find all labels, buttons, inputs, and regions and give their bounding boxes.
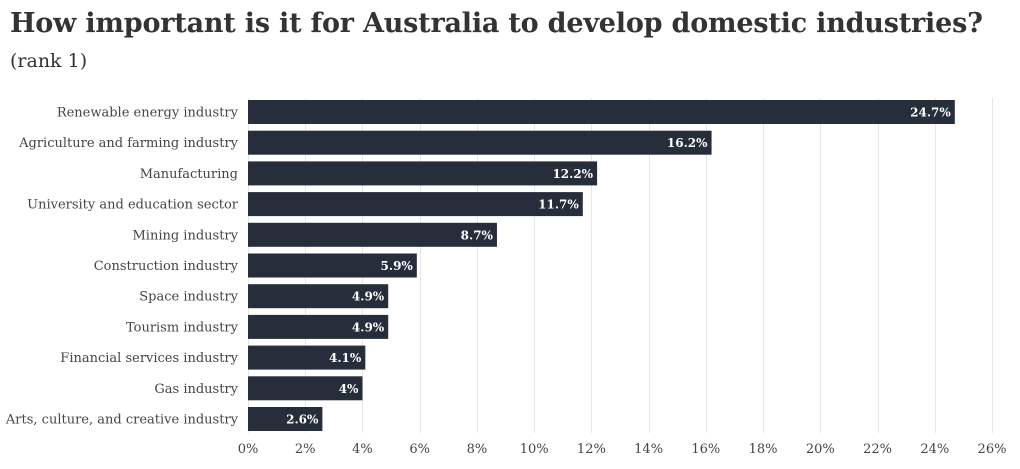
bar [248, 192, 583, 217]
x-tick-label: 18% [749, 442, 778, 457]
x-tick-label: 26% [978, 442, 1007, 457]
bar [248, 376, 363, 401]
chart-title: How important is it for Australia to dev… [10, 8, 983, 39]
category-label: Agriculture and farming industry [18, 136, 239, 151]
category-label: University and education sector [27, 198, 239, 213]
bar [248, 130, 712, 155]
bar [248, 314, 389, 339]
value-label: 5.9% [381, 259, 414, 273]
value-label: 11.7% [538, 198, 579, 212]
category-label: Mining industry [132, 228, 238, 243]
category-label: Gas industry [154, 382, 238, 397]
bar [248, 407, 323, 431]
x-tick-label: 20% [806, 442, 835, 457]
category-label: Financial services industry [60, 351, 238, 366]
value-label: 12.2% [552, 167, 593, 181]
category-label: Construction industry [94, 259, 239, 274]
x-tick-label: 10% [520, 442, 549, 457]
bar [248, 284, 389, 309]
value-label: 4.1% [329, 351, 362, 365]
value-labels: 24.7% 16.2% 12.2% 11.7% 8.7% 5.9% 4.9% 4.9% 4.1%… [286, 106, 951, 427]
x-tick-label: 14% [634, 442, 663, 457]
bar [248, 345, 366, 370]
x-tick-label: 8% [467, 442, 488, 457]
x-tick-label: 2% [295, 442, 316, 457]
value-label: 24.7% [910, 106, 951, 120]
value-label: 2.6% [286, 413, 319, 427]
bar [248, 161, 598, 186]
x-tick-label: 16% [691, 442, 720, 457]
chart-subtitle: (rank 1) [10, 50, 88, 72]
category-labels: Renewable energy industry Agriculture and… [5, 106, 239, 428]
value-label: 4% [339, 382, 359, 396]
category-label: Space industry [139, 290, 238, 305]
bars [248, 100, 955, 431]
x-tick-label: 6% [409, 442, 430, 457]
category-label: Renewable energy industry [57, 106, 239, 121]
category-label: Manufacturing [140, 167, 238, 182]
value-label: 4.9% [352, 290, 385, 304]
x-tick-label: 4% [352, 442, 373, 457]
value-label: 16.2% [667, 136, 708, 150]
value-label: 8.7% [461, 228, 494, 242]
bar [248, 253, 417, 278]
x-tick-label: 12% [577, 442, 606, 457]
x-tick-label: 24% [920, 442, 949, 457]
bar [248, 100, 955, 124]
x-tick-label: 0% [238, 442, 259, 457]
category-label: Tourism industry [126, 320, 239, 335]
bar [248, 222, 497, 247]
x-axis-tick-labels: 0% 2% 4% 6% 8% 10% 12% 14% 16% 18% 20% 22% 24% 26% [238, 442, 1007, 457]
category-label: Arts, culture, and creative industry [5, 413, 239, 428]
x-tick-label: 22% [863, 442, 892, 457]
value-label: 4.9% [352, 320, 385, 334]
